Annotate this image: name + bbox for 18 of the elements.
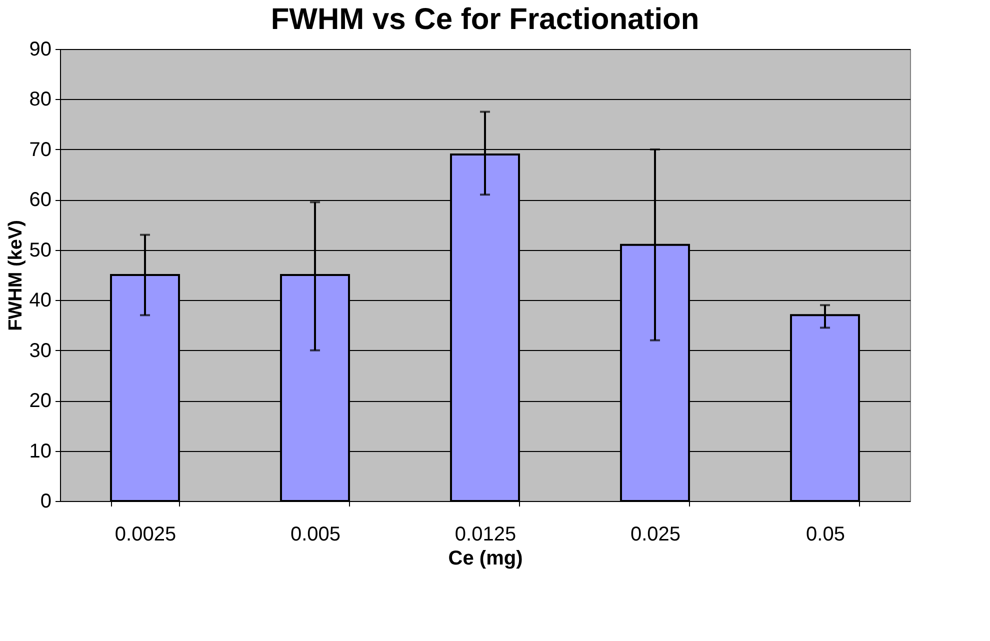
y-tick-label: 60 [29, 189, 52, 212]
x-tick-label: 0.005 [290, 524, 341, 546]
chart-title: FWHM vs Ce for Fractionation [270, 3, 700, 36]
y-axis-title: FWHM (keV) [5, 220, 26, 331]
y-tick-label: 40 [29, 290, 52, 312]
y-tick-label: 90 [29, 38, 52, 60]
x-tick-label: 0.0025 [114, 524, 176, 546]
y-tick-label: 30 [29, 340, 52, 362]
y-tick-label: 10 [29, 440, 52, 462]
x-tick-label: 0.025 [630, 524, 681, 546]
y-tick-label: 20 [29, 390, 52, 412]
x-tick-label: 0.05 [806, 524, 845, 546]
y-tick-label: 70 [29, 138, 52, 161]
x-axis-title: Ce (mg) [448, 548, 523, 570]
x-tick-label: 0.0125 [454, 524, 516, 546]
y-tick-label: 0 [40, 490, 52, 512]
y-tick-label: 80 [29, 88, 52, 111]
y-tick-label: 50 [29, 239, 52, 262]
